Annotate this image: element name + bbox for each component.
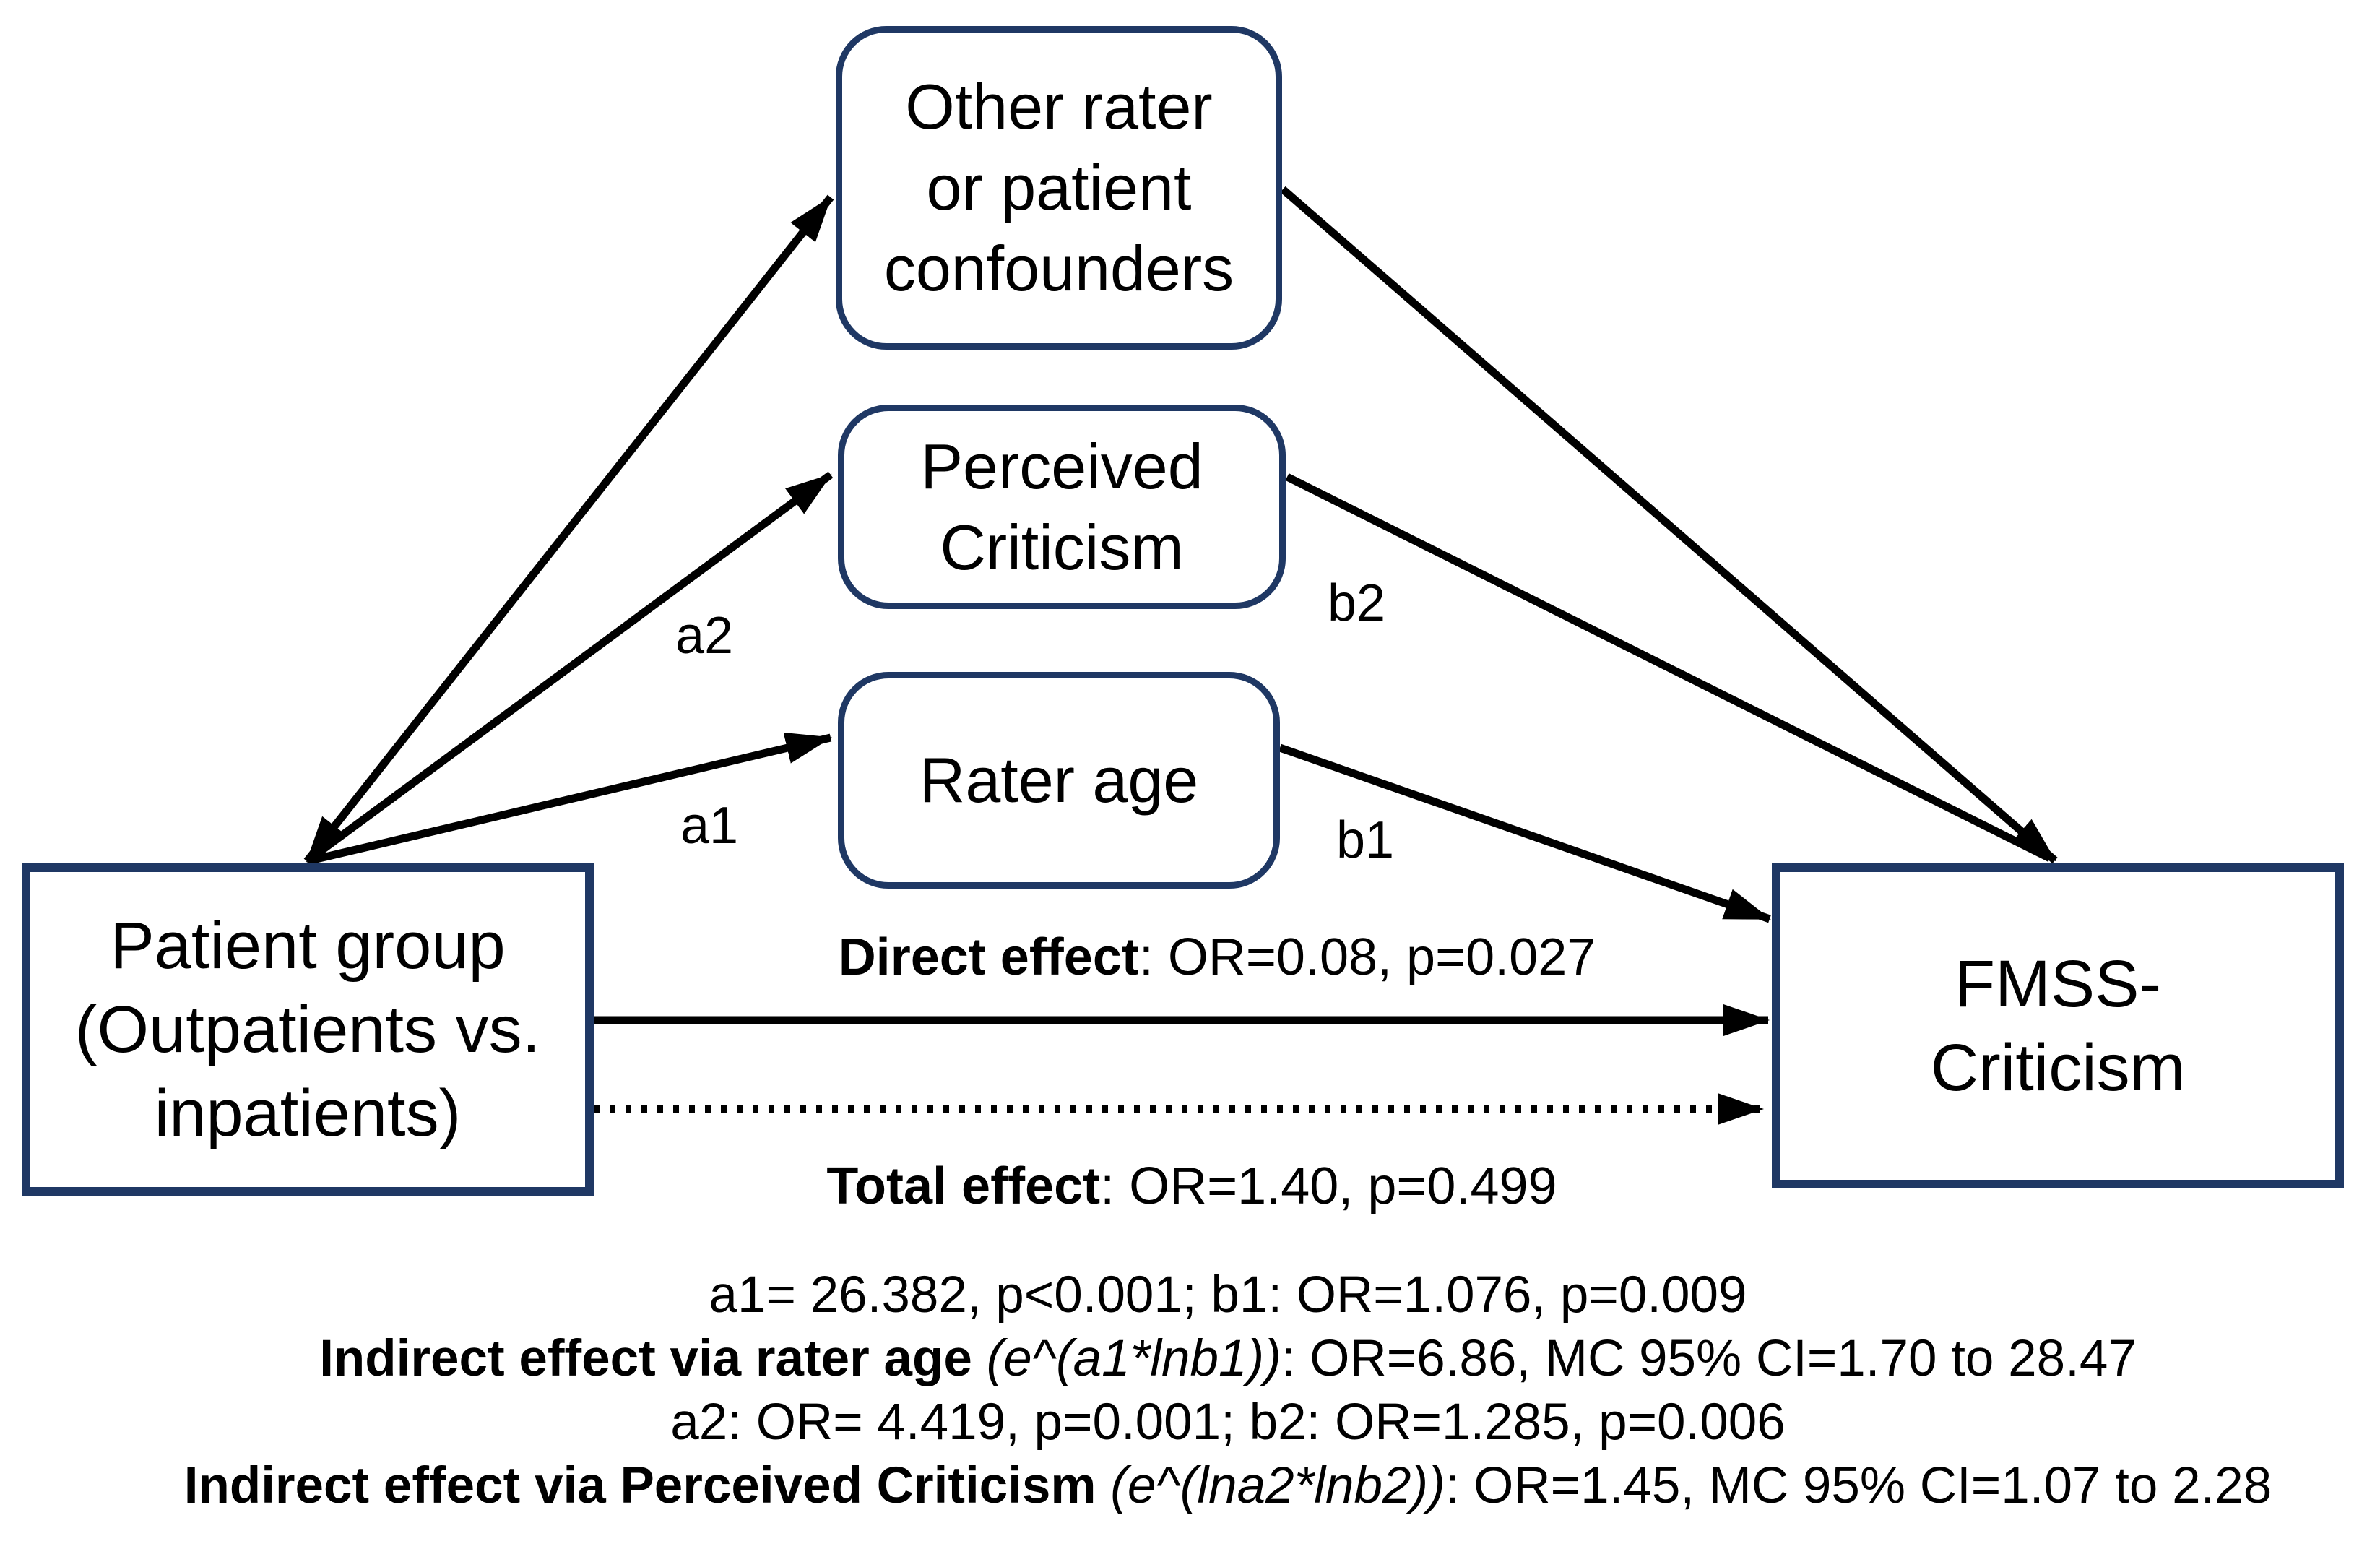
stat-line-indirect-perceived-criticism: Indirect effect via Perceived Criticism … <box>183 1457 2272 1514</box>
path-b2-arrow <box>1285 473 2052 862</box>
box-rater-age: Rater age <box>838 672 1280 889</box>
direct-effect-label: Direct effect: OR=0.08, p=0.027 <box>838 928 1596 986</box>
path-b1-arrow <box>1278 743 1771 923</box>
box-patient-group: Patient group (Outpatients vs. inpatient… <box>22 863 594 1196</box>
path-label-b2: b2 <box>1327 574 1386 632</box>
confounder-double-arrow <box>303 194 834 864</box>
box-fmss-criticism: FMSS- Criticism <box>1772 863 2344 1188</box>
confounder-to-outcome-arrow <box>1280 186 2058 864</box>
path-label-a2: a2 <box>675 607 734 665</box>
total-effect-label: Total effect: OR=1.40, p=0.499 <box>826 1157 1557 1215</box>
box-perceived-criticism: Perceived Criticism <box>838 405 1286 609</box>
path-a2-arrow <box>304 471 834 865</box>
box-confounders: Other rater or patient confounders <box>836 26 1282 350</box>
path-label-a1: a1 <box>680 797 739 855</box>
stat-line-a2-b2: a2: OR= 4.419, p=0.001; b2: OR=1.285, p=… <box>670 1394 1786 1451</box>
path-label-b1: b1 <box>1336 811 1395 869</box>
stat-line-a1-b1: a1= 26.382, p<0.001; b1: OR=1.076, p=0.0… <box>709 1267 1747 1324</box>
path-a1-arrow <box>306 732 832 866</box>
stat-line-indirect-rater-age: Indirect effect via rater age (e^(a1*lnb… <box>319 1330 2137 1387</box>
stats-block: a1= 26.382, p<0.001; b1: OR=1.076, p=0.0… <box>76 1264 2380 1518</box>
